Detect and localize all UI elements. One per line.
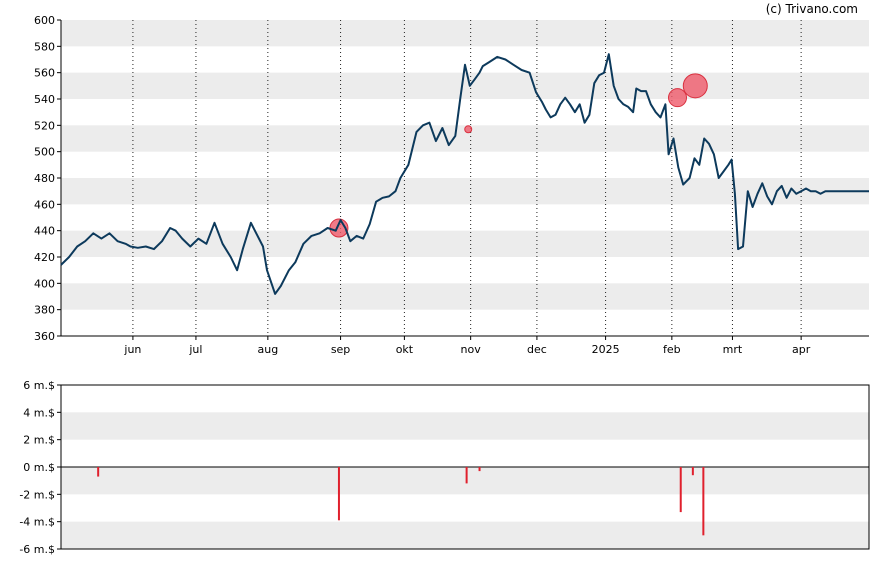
y-tick-label: 600 [34,14,55,27]
grid-band [61,521,869,549]
y-tick-label: 540 [34,93,55,106]
y-tick-label: 480 [34,172,55,185]
x-tick-label: okt [396,343,414,356]
y-tick-label: 6 m.$ [23,379,55,392]
y-tick-label: 580 [34,40,55,53]
x-tick-label: jul [188,343,202,356]
volume-bar [97,467,100,477]
y-tick-label: 400 [34,277,55,290]
y-tick-label: 360 [34,330,55,343]
grid-band [61,230,869,257]
x-tick-label: sep [331,343,350,356]
volume-bar [337,467,340,521]
volume-bar [702,467,705,536]
volume-bar [478,467,481,472]
transaction-marker [682,73,708,99]
x-tick-label: 2025 [592,343,620,356]
y-tick-label: 440 [34,225,55,238]
y-tick-label: 460 [34,198,55,211]
x-tick-label: nov [461,343,482,356]
volume-bar [465,467,468,484]
volume-bar [691,467,694,476]
y-tick-label: -6 m.$ [19,543,55,556]
grid-band [61,20,869,47]
grid-band [61,412,869,440]
y-tick-label: 380 [34,304,55,317]
x-tick-label: mrt [723,343,743,356]
y-tick-label: 4 m.$ [23,406,55,419]
y-tick-label: -2 m.$ [19,488,55,501]
y-tick-label: 500 [34,146,55,159]
y-tick-label: 0 m.$ [23,461,55,474]
y-tick-label: -4 m.$ [19,516,55,529]
x-tick-label: feb [663,343,681,356]
y-tick-label: 560 [34,67,55,80]
price-panel: 360 380 400 420 440 460 480 500 520 540 560 580 600 j… [34,14,869,356]
y-tick-label: 2 m.$ [23,434,55,447]
y-tick-label: 420 [34,251,55,264]
x-tick-label: jun [123,343,141,356]
transaction-marker [668,88,688,108]
x-tick-label: aug [257,343,278,356]
transaction-marker [464,125,473,134]
price-line [60,53,869,295]
x-tick-label: dec [527,343,547,356]
x-tick-label: apr [792,343,811,356]
grid-band [61,72,869,99]
credit-text: (c) Trivano.com [766,2,858,16]
grid-band [61,467,869,495]
volume-bar [679,467,682,513]
y-tick-label: 520 [34,119,55,132]
grid-band [61,283,869,310]
volume-panel: 6 m.$ 4 m.$ 2 m.$ 0 m.$ -2 m.$ -4 m.$ -6 m.$ [19,379,870,556]
